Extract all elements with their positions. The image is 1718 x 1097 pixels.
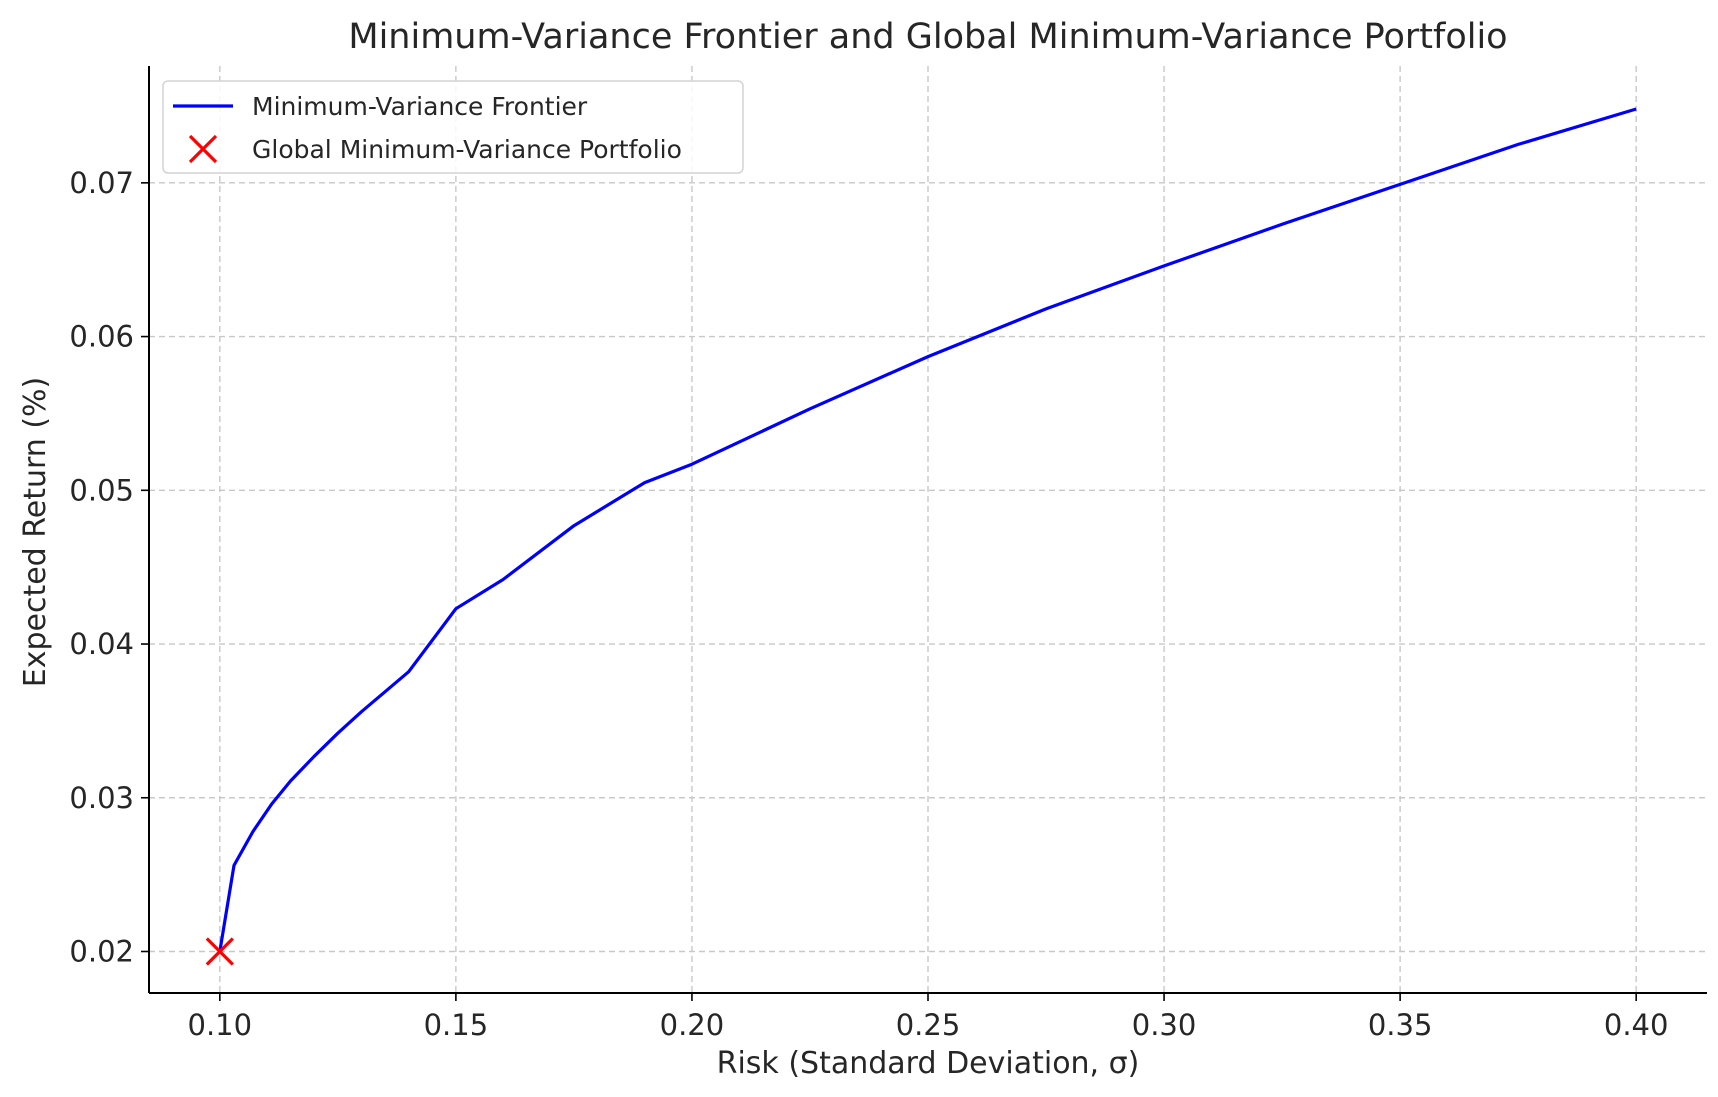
- x-tick-label: 0.40: [1604, 1008, 1669, 1042]
- legend-label: Minimum-Variance Frontier: [252, 92, 588, 121]
- y-tick-label: 0.06: [69, 320, 134, 354]
- legend: Minimum-Variance Frontier Global Minimum-…: [162, 80, 744, 174]
- y-tick-label: 0.02: [69, 934, 134, 968]
- x-tick-label: 0.35: [1368, 1008, 1433, 1042]
- legend-label: Global Minimum-Variance Portfolio: [252, 135, 682, 164]
- y-tick-label: 0.05: [69, 473, 134, 507]
- legend-box: [162, 80, 744, 174]
- x-tick-label: 0.30: [1132, 1008, 1197, 1042]
- plot-area: [205, 107, 1637, 966]
- x-tick-label: 0.25: [896, 1008, 961, 1042]
- y-tick-label: 0.04: [69, 627, 134, 661]
- gmv-marker: [205, 937, 234, 966]
- legend-item: Global Minimum-Variance Portfolio: [188, 134, 682, 164]
- axes: 0.10 0.15 0.20 0.25 0.30 0.35 0.40 0.02 0.03 0.04…: [69, 66, 1707, 1042]
- legend-item: Minimum-Variance Frontier: [173, 92, 588, 121]
- x-tick-label: 0.20: [660, 1008, 725, 1042]
- grid: [149, 66, 1707, 993]
- legend-marker-swatch: [188, 134, 218, 164]
- y-tick-label: 0.07: [69, 166, 134, 200]
- frontier-line: [218, 107, 1637, 952]
- x-tick-label: 0.10: [188, 1008, 253, 1042]
- x-axis-label: Risk (Standard Deviation, σ): [717, 1046, 1140, 1081]
- y-axis-label: Expected Return (%): [18, 377, 53, 688]
- chart-title: Minimum-Variance Frontier and Global Min…: [348, 17, 1507, 57]
- x-tick-label: 0.15: [424, 1008, 489, 1042]
- y-tick-label: 0.03: [69, 781, 134, 815]
